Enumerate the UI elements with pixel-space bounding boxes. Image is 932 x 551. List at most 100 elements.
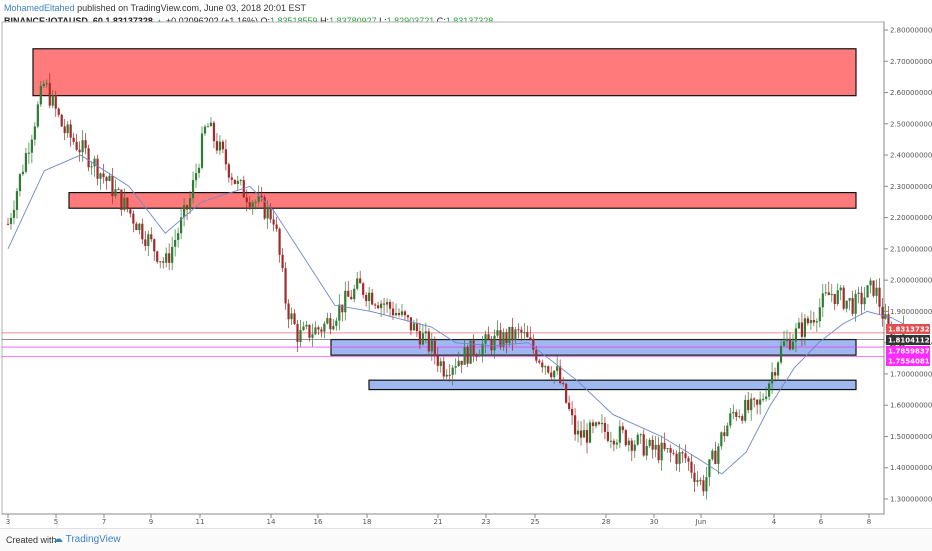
- candle-body: [785, 338, 789, 342]
- chart-header: MohamedEltahed published on TradingView.…: [4, 2, 924, 32]
- candle-body: [90, 166, 93, 168]
- candle-body: [180, 217, 183, 234]
- price-chart[interactable]: 2.80000000 2.70000000 2.60000000 2.50000000…: [0, 0, 932, 528]
- candle-body: [532, 338, 535, 350]
- price-tag: [886, 346, 930, 356]
- candle-body: [168, 253, 171, 263]
- candle-body: [290, 313, 293, 320]
- candle-body: [457, 360, 460, 367]
- candle-body: [135, 223, 138, 231]
- candle-body: [177, 233, 180, 240]
- candle-body: [675, 453, 678, 464]
- candle-body: [162, 261, 165, 263]
- candle-body: [344, 290, 347, 313]
- candle-body: [293, 313, 296, 324]
- candle-body: [526, 332, 529, 338]
- candle-body: [165, 253, 168, 263]
- candle-body: [153, 239, 156, 252]
- candle-body: [338, 304, 341, 321]
- candle-body: [773, 372, 777, 376]
- candle-body: [872, 280, 875, 296]
- candle-body: [233, 179, 236, 184]
- y-tick-label: 2.70000000: [890, 58, 932, 66]
- candle-body: [251, 202, 254, 207]
- candle-body: [732, 412, 735, 414]
- support-zone-4[interactable]: [368, 379, 857, 391]
- candle-body: [666, 448, 669, 450]
- candle-body: [481, 343, 484, 355]
- y-tick-label: 2.10000000: [890, 245, 932, 253]
- candle-body: [320, 329, 323, 332]
- candle-body: [144, 239, 147, 246]
- candle-body: [472, 340, 475, 356]
- candle-body: [550, 372, 553, 378]
- author-link[interactable]: MohamedEltahed: [4, 3, 75, 13]
- symbol-label[interactable]: BINANCE:IOTAUSD, 60: [4, 16, 103, 26]
- candle-body: [881, 306, 884, 319]
- candle-body: [314, 327, 317, 335]
- candle-body: [75, 141, 78, 150]
- candle-body: [236, 180, 239, 184]
- candle-body: [272, 219, 275, 225]
- candle-body: [627, 440, 630, 446]
- candle-body: [687, 458, 690, 462]
- candle-body: [523, 332, 526, 334]
- candle-body: [182, 205, 186, 218]
- candle-body: [27, 152, 30, 154]
- candle-body: [770, 372, 774, 384]
- candle-body: [138, 223, 141, 231]
- candle-body: [699, 480, 702, 482]
- candle-body: [445, 374, 448, 377]
- candle-body: [499, 330, 502, 347]
- y-tick-label: 2.40000000: [890, 152, 932, 160]
- candle-body: [487, 334, 490, 340]
- resistance-zone-1[interactable]: [32, 48, 857, 97]
- candle-body: [376, 305, 380, 309]
- candle-body: [618, 426, 621, 443]
- candle-body: [845, 300, 848, 309]
- candle-body: [875, 287, 878, 296]
- candle-body: [257, 195, 260, 202]
- candle-body: [827, 292, 830, 296]
- candle-body: [120, 189, 123, 211]
- x-tick-label: 11: [196, 518, 205, 526]
- candle-body: [660, 442, 663, 461]
- candle-body: [648, 439, 651, 446]
- candle-body: [708, 459, 711, 478]
- candle-body: [511, 326, 514, 340]
- candle-body: [117, 189, 120, 191]
- candle-body: [269, 207, 272, 220]
- candle-body: [860, 292, 863, 305]
- candle-body: [15, 191, 19, 210]
- candle-body: [388, 302, 392, 309]
- candle-body: [594, 422, 598, 427]
- candle-body: [514, 329, 517, 340]
- y-tick-label: 1.70000000: [890, 370, 932, 378]
- change-value: +0.02096202 (+1.16%): [165, 16, 258, 26]
- y-tick-label: 1.40000000: [890, 464, 932, 472]
- y-tick-label: 1.90000000: [890, 308, 932, 316]
- candle-body: [81, 140, 84, 153]
- candle-body: [854, 294, 857, 314]
- x-tick-label: 30: [650, 518, 659, 526]
- brand-name: TradingView: [65, 534, 121, 545]
- y-tick-label: 2.30000000: [890, 183, 932, 191]
- candle-body: [400, 311, 404, 315]
- candle-body: [833, 294, 836, 304]
- y-tick-label: 1.60000000: [890, 402, 932, 410]
- ohlc-line: BINANCE:IOTAUSD, 60 1.83137328 ▲ +0.0209…: [4, 15, 924, 28]
- candle-body: [308, 324, 311, 338]
- high-value: 1.83780927: [329, 16, 377, 26]
- x-tick-label: 23: [482, 518, 491, 526]
- tradingview-logo[interactable]: ☁ TradingView: [53, 534, 121, 545]
- plot-area[interactable]: [1, 21, 885, 515]
- moving-average-line: [7, 154, 916, 475]
- candle-body: [129, 209, 132, 214]
- candle-body: [582, 430, 586, 438]
- candle-body: [57, 108, 60, 115]
- candle-body: [576, 430, 580, 435]
- candle-body: [696, 480, 699, 482]
- candle-body: [782, 341, 786, 346]
- x-tick-label: 7: [102, 518, 106, 526]
- candle-body: [738, 416, 741, 418]
